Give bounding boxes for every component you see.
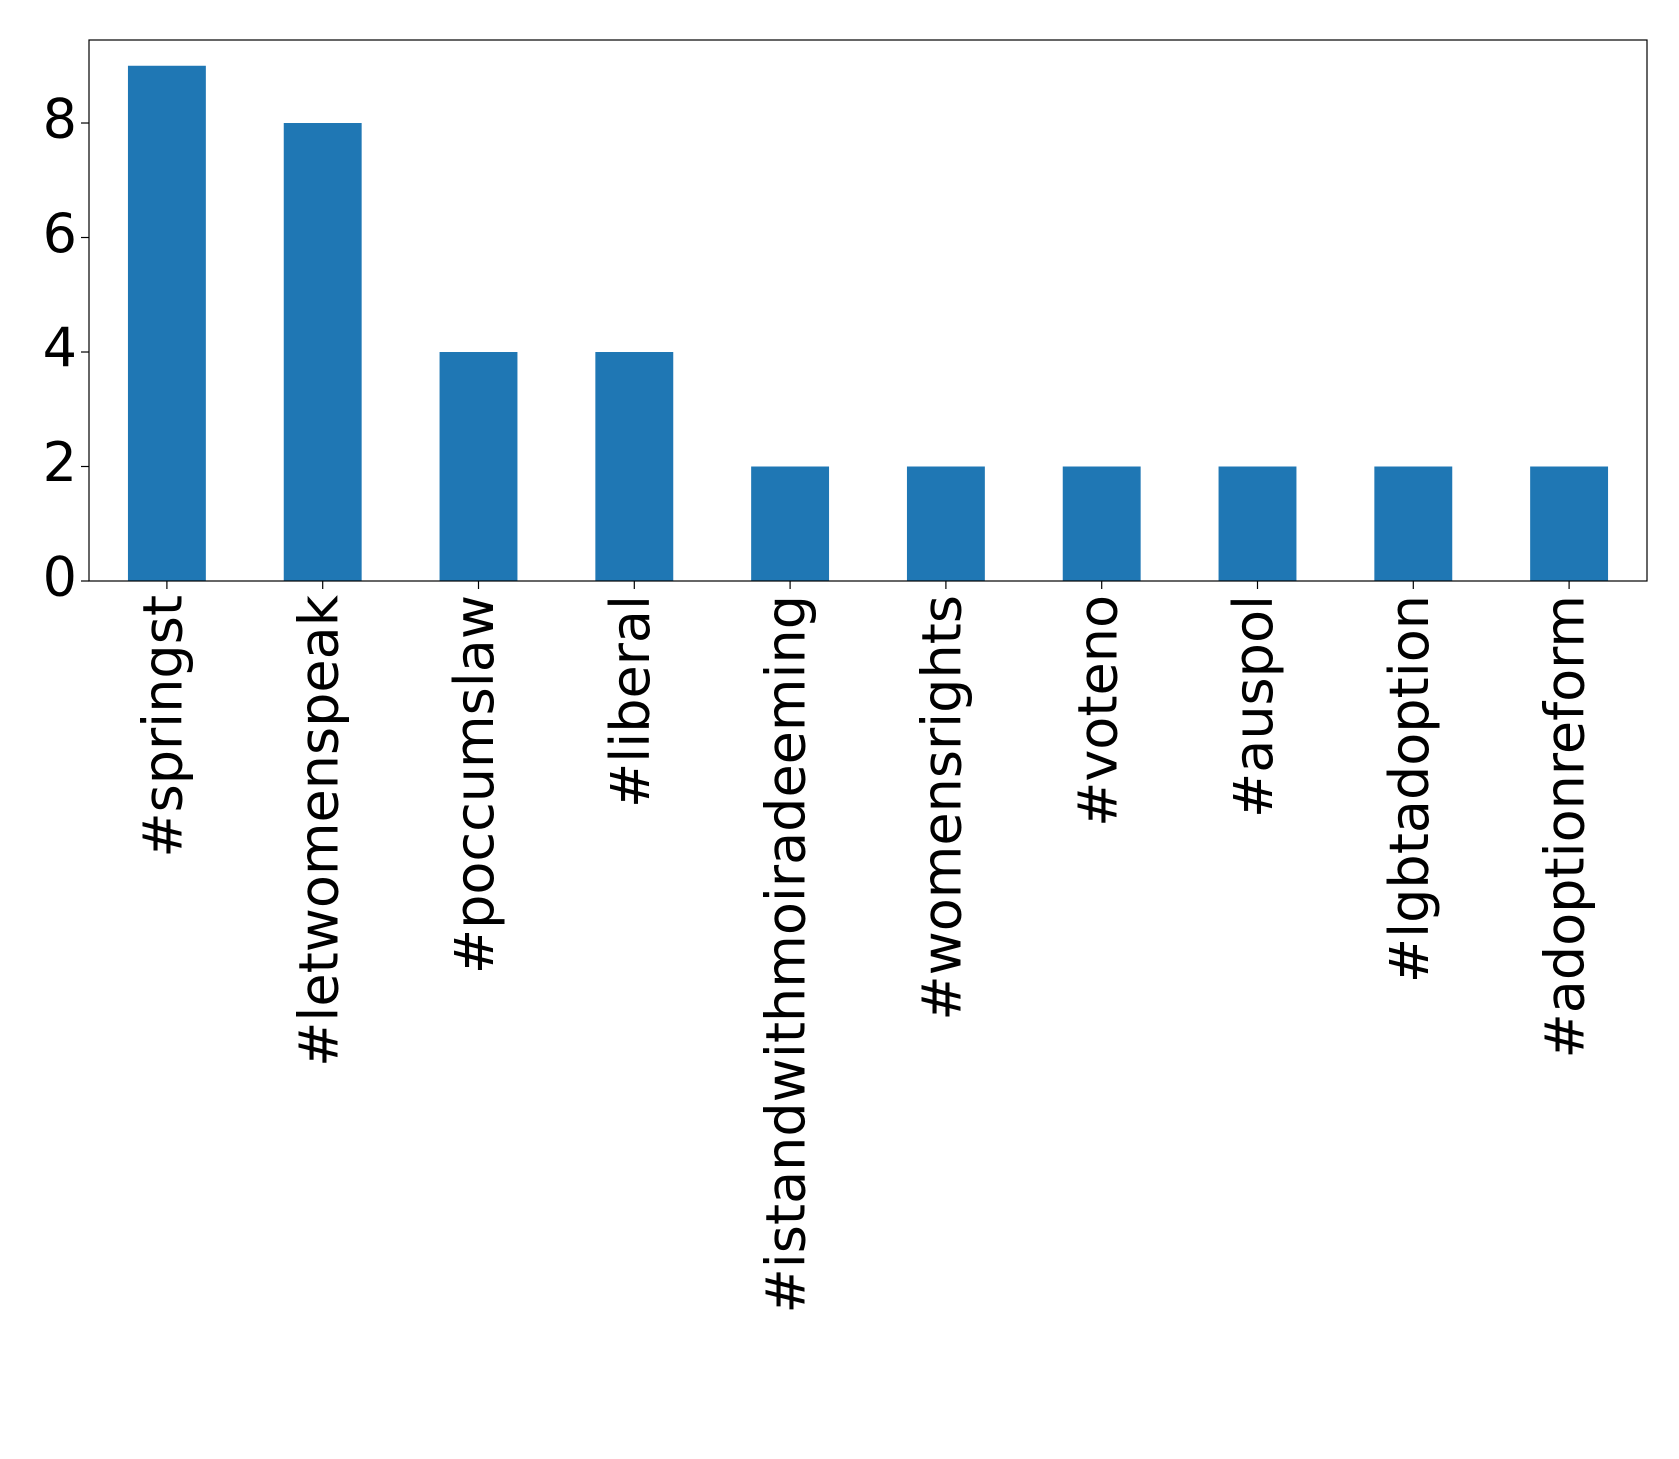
plot-frame [88,39,1648,582]
x-tick-label: #liberal [599,595,662,808]
y-tick-label: 0 [43,546,77,609]
y-tick-label: 2 [43,431,77,494]
bar [127,65,206,581]
bar [751,466,830,581]
x-tick-label: #lgbtadoption [1378,595,1441,983]
bar [1062,466,1141,581]
x-tick-label: #letwomenspeak [287,594,350,1067]
bar [1218,466,1297,581]
bar [1374,466,1453,581]
bar [595,352,674,581]
x-tick-label: #istandwithmoiradeeming [755,595,818,1313]
x-tick-label: #womensrights [911,595,974,1021]
bar [906,466,985,581]
x-tick-label: #springst [132,595,195,858]
x-tick-label: #auspol [1222,595,1285,818]
x-tick-label: #adoptionreform [1534,595,1597,1059]
x-tick-label: #voteno [1066,595,1129,827]
y-tick-label: 6 [43,202,77,265]
bar [283,123,362,581]
y-tick-label: 8 [43,88,77,151]
y-tick-label: 4 [43,317,77,380]
bar [1530,466,1609,581]
bar [439,352,518,581]
x-tick-label: #poccumslaw [443,595,506,974]
